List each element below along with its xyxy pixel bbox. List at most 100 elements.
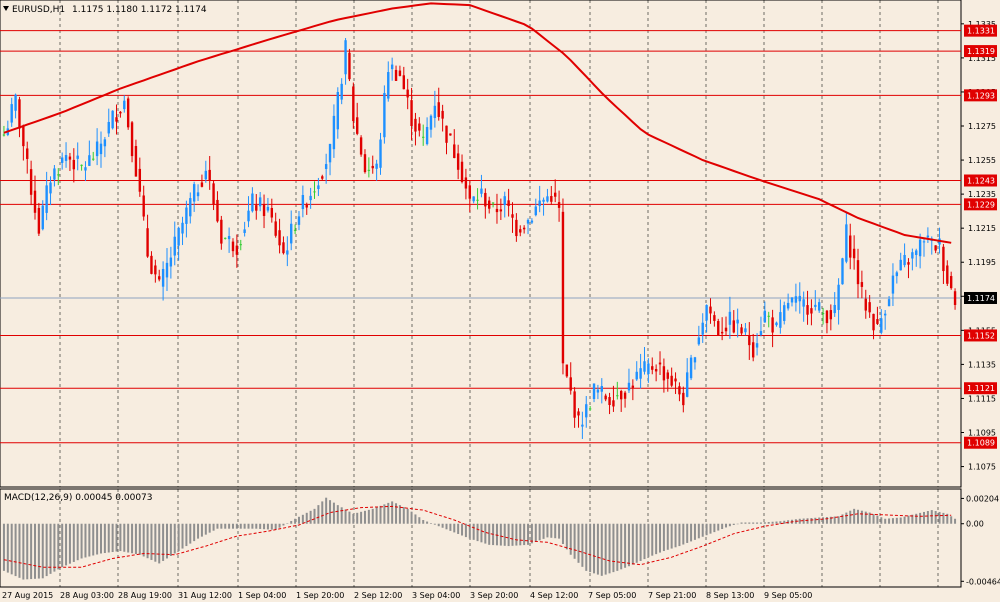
candle-body [76, 155, 79, 159]
macd-bar [538, 523, 541, 541]
macd-bar [554, 523, 557, 539]
candle-body [177, 227, 180, 246]
macd-bar [76, 523, 79, 561]
macd-bar [329, 500, 332, 524]
time-tick-label: 8 Sep 13:00 [706, 591, 754, 600]
price-tick-label: 1.1135 [968, 360, 996, 369]
candle-body [488, 200, 491, 209]
macd-bar [332, 502, 335, 524]
candle-body [472, 196, 475, 202]
macd-bar [80, 523, 83, 559]
horizontal-levels [0, 30, 961, 444]
macd-bar [895, 517, 898, 524]
candle-body [720, 331, 724, 334]
macd-bar [954, 518, 957, 524]
macd-bar [426, 521, 429, 524]
macd-bar [41, 523, 44, 579]
macd-bar [37, 523, 40, 579]
macd-bar [356, 512, 359, 524]
macd-bar [445, 523, 448, 530]
candle-body [736, 319, 739, 324]
candle-body [286, 250, 289, 255]
macd-bar [189, 523, 192, 544]
candle-body [37, 207, 41, 234]
candle-body [829, 310, 833, 320]
level-tag-label: 1.1229 [967, 200, 995, 209]
candle-body [864, 298, 867, 311]
candle-body [383, 92, 386, 138]
candle-body [460, 161, 464, 183]
macd-bar [429, 523, 432, 524]
macd-bar [845, 512, 848, 524]
macd-bar [2, 523, 5, 571]
candle-body [806, 305, 809, 315]
candle-body [49, 182, 52, 194]
level-tag-label: 1.1319 [967, 47, 995, 56]
time-tick-label: 3 Sep 04:00 [412, 591, 460, 600]
candle-body [367, 169, 371, 171]
macd-bar [884, 518, 887, 524]
candle-body [693, 357, 697, 363]
candle-body [453, 144, 456, 159]
price-pane[interactable]: 1.13351.13151.12951.12751.12551.12351.12… [0, 0, 997, 587]
macd-bar [107, 523, 110, 553]
candle-body [491, 202, 495, 204]
macd-bar [802, 518, 805, 524]
macd-bar [433, 523, 436, 525]
candles [2, 38, 957, 439]
macd-bar [123, 523, 126, 552]
candle-body [895, 272, 899, 277]
macd-pane[interactable]: MACD(12,26,9) 0.00045 0.00073 0.002040.0… [0, 488, 1000, 588]
time-tick-label: 7 Sep 21:00 [648, 591, 696, 600]
macd-bar [263, 523, 266, 530]
macd-bar [165, 523, 168, 559]
macd-bar [561, 523, 564, 544]
candle-body [29, 169, 33, 195]
macd-bar [899, 517, 902, 524]
level-tag-label: 1.1243 [967, 176, 995, 185]
candle-body [146, 228, 149, 257]
macd-bar [616, 523, 619, 571]
vertical-grid [59, 0, 939, 587]
price-tick-label: 1.1215 [968, 224, 996, 233]
macd-bar [216, 523, 219, 529]
macd-bar [585, 523, 588, 571]
candle-body [786, 302, 790, 309]
candle-body [115, 117, 118, 122]
candle-body [883, 313, 887, 316]
macd-bar [88, 523, 91, 557]
candle-body [484, 192, 487, 207]
candle-body [134, 146, 138, 177]
candle-body [410, 100, 413, 127]
macd-bar [651, 523, 654, 556]
candle-body [26, 148, 29, 159]
candle-body [231, 241, 235, 252]
macd-bar [647, 523, 650, 558]
candle-body [14, 94, 17, 111]
candle-body [569, 377, 572, 391]
candle-body [192, 184, 196, 202]
macd-bar [309, 510, 312, 524]
macd-bar [6, 523, 9, 573]
level-tag [964, 382, 997, 395]
dropdown-triangle-icon[interactable] [3, 6, 9, 11]
macd-bar [387, 502, 390, 524]
macd-bar [942, 512, 945, 524]
macd-bar [763, 522, 766, 524]
time-tick-label: 1 Sep 04:00 [238, 591, 286, 600]
macd-bar [26, 523, 29, 580]
macd-bar [558, 523, 561, 539]
macd-bar [65, 523, 68, 566]
macd-bar [507, 523, 510, 547]
candle-body [849, 235, 852, 258]
candle-body [709, 306, 712, 314]
macd-bar [783, 520, 786, 524]
candle-body [348, 52, 351, 80]
macd-bar [569, 523, 572, 555]
macd-bar [321, 501, 324, 524]
candle-body [224, 237, 227, 239]
macd-bar [923, 511, 926, 524]
macd-bar [162, 523, 165, 561]
